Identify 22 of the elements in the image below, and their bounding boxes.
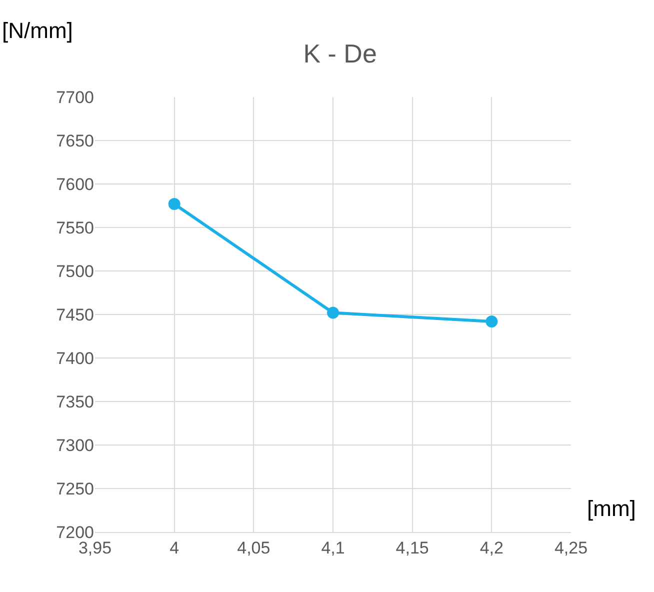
- x-tick-label: 4,25: [554, 538, 588, 558]
- x-tick-label: 4,2: [480, 538, 504, 558]
- y-tick-label: 7600: [56, 174, 94, 194]
- x-axis-title: [mm]: [587, 496, 636, 521]
- y-tick-label: 7700: [56, 88, 94, 107]
- x-tick-label: 4,15: [396, 538, 429, 558]
- x-tick-label: 4,1: [321, 538, 345, 558]
- y-tick-label: 7450: [56, 305, 94, 324]
- x-tick-label: 4: [170, 538, 180, 558]
- point: [168, 198, 180, 210]
- y-tick-label: 7350: [56, 392, 94, 412]
- y-tick-label: 7300: [56, 436, 94, 455]
- x-tick-label: 4,05: [237, 538, 270, 558]
- y-axis-title: [N/mm]: [2, 18, 73, 43]
- y-tick-label: 7500: [56, 262, 94, 281]
- point: [486, 315, 498, 328]
- y-tick-label: 7650: [56, 131, 94, 150]
- y-tick-label: 7400: [56, 348, 94, 368]
- point: [327, 306, 339, 319]
- y-tick-label: 7550: [56, 218, 94, 238]
- y-tick-label: 7250: [56, 479, 94, 498]
- chart-title: K - De: [303, 38, 377, 68]
